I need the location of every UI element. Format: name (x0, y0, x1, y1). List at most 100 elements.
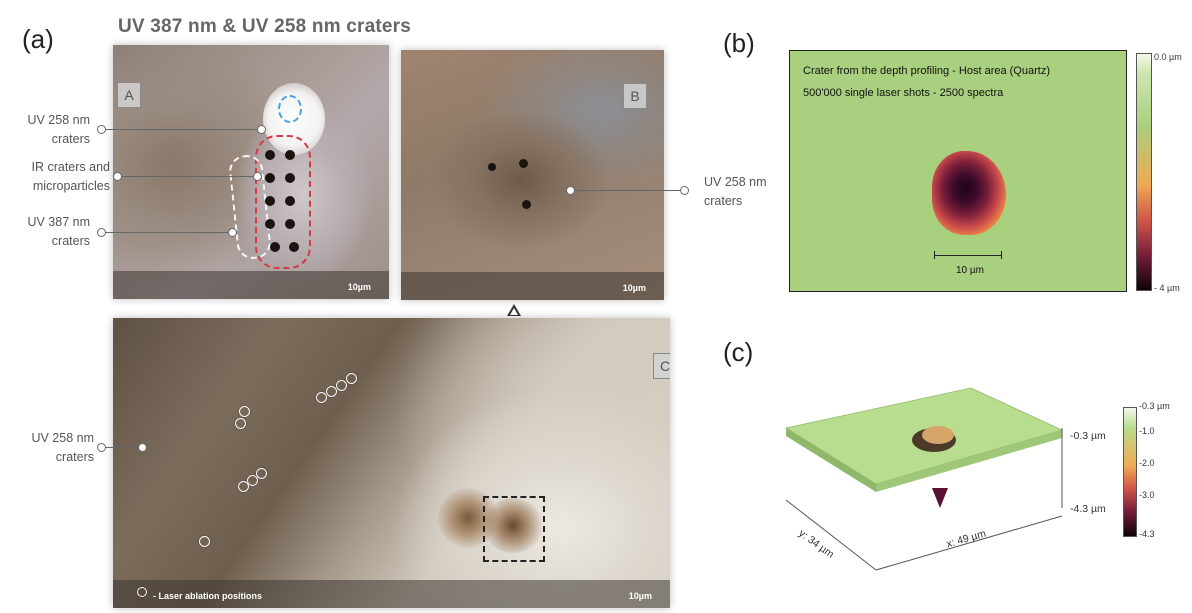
callout-line: microparticles (32, 179, 110, 193)
link-arrow-head-inner (510, 308, 518, 315)
afm-scalebar-tick (934, 251, 935, 259)
callout-dot (97, 228, 106, 237)
inset-a-image: A 10µm (113, 45, 389, 299)
afm-scale-label: 10 µm (956, 265, 984, 276)
surface-crater-spike (932, 488, 948, 508)
colorbar-tick: -4.3 (1139, 529, 1155, 539)
callout-leader (118, 176, 255, 177)
ir-outline (255, 135, 311, 269)
callout-line: craters (704, 194, 743, 208)
crater (285, 150, 295, 160)
inset-a-letter: A (117, 82, 141, 108)
inset-a-scalebar: 10µm (113, 271, 389, 299)
crater (285, 219, 295, 229)
callout-leader (572, 190, 682, 191)
callout-leader (102, 129, 257, 130)
callout-uv258-c: UV 258 nm craters (18, 429, 94, 467)
callout-dot (228, 228, 237, 237)
z-top-label: -0.3 µm (1070, 430, 1106, 442)
crater (265, 173, 275, 183)
afm-crater (932, 151, 1006, 235)
callout-dot (680, 186, 689, 195)
panel-c-letter: (c) (723, 337, 754, 367)
inset-b-letter: B (623, 83, 647, 109)
legend-ring-icon (137, 587, 147, 597)
colorbar-tick: -2.0 (1139, 458, 1155, 468)
colorbar-bottom-label: - 4 µm (1154, 283, 1180, 293)
afm-map: Crater from the depth profiling - Host a… (789, 50, 1127, 292)
inset-c-scale: 10µm (628, 591, 652, 601)
crater (519, 159, 528, 168)
ablation-ring (235, 418, 246, 429)
callout-uv387: UV 387 nm craters (18, 213, 90, 251)
callout-line: craters (51, 132, 90, 146)
afm-3d-surface (784, 387, 1064, 571)
panel-b-letter: (b) (723, 28, 755, 58)
afm-scalebar (934, 255, 1002, 256)
crater (522, 200, 531, 209)
inset-c-legend: - Laser ablation positions (153, 591, 263, 601)
callout-leader (102, 232, 230, 233)
z-bottom-label: -4.3 µm (1070, 503, 1106, 515)
callout-line: UV 258 nm (31, 431, 94, 445)
callout-uv258-a: UV 258 nm craters (18, 111, 90, 149)
crater (488, 163, 496, 171)
crater (265, 150, 275, 160)
ablation-ring (336, 380, 347, 391)
ablation-ring (238, 481, 249, 492)
surface-side-left (786, 428, 876, 492)
inset-b-scale: 10µm (622, 283, 646, 293)
inset-c-scalebar: - Laser ablation positions 10µm (113, 580, 670, 608)
crater (285, 173, 295, 183)
surface-crater-wall (922, 426, 954, 444)
crater-cluster (483, 498, 543, 553)
callout-line: IR craters and (31, 160, 110, 174)
x-axis-line (875, 515, 1063, 571)
callout-dot (97, 443, 106, 452)
ablation-ring (346, 373, 357, 384)
ablation-ring (256, 468, 267, 479)
callout-line: craters (55, 450, 94, 464)
crater (289, 242, 299, 252)
colorbar-tick: -0.3 µm (1139, 401, 1170, 411)
callout-dot (566, 186, 575, 195)
callout-dot (138, 443, 147, 452)
callout-dot (113, 172, 122, 181)
callout-line: UV 258 nm (27, 113, 90, 127)
ablation-ring (239, 406, 250, 417)
afm-line1: Crater from the depth profiling - Host a… (803, 65, 1050, 77)
inset-b-scalebar: 10µm (401, 272, 664, 300)
inset-b-image: B 10µm (401, 50, 664, 300)
crater (285, 196, 295, 206)
crater (265, 196, 275, 206)
colorbar-tick: -3.0 (1139, 490, 1155, 500)
inset-c-image: C - Laser ablation positions 10µm (113, 318, 670, 608)
y-axis-line (785, 499, 877, 571)
afm-scalebar-tick (1001, 251, 1002, 259)
callout-dot (257, 125, 266, 134)
callout-line: UV 387 nm (27, 215, 90, 229)
afm-line2: 500'000 single laser shots - 2500 spectr… (803, 87, 1004, 99)
crater (265, 219, 275, 229)
callout-dot (253, 172, 262, 181)
afm-colorbar (1136, 53, 1152, 291)
inset-a-scale: 10µm (347, 282, 371, 292)
selection-box (483, 496, 545, 562)
callout-uv258-b: UV 258 nm craters (704, 173, 776, 211)
inset-c-letter: C (653, 353, 670, 379)
surface-side-right (876, 430, 1062, 492)
callout-dot (97, 125, 106, 134)
ablation-ring (326, 386, 337, 397)
callout-line: UV 258 nm (704, 175, 767, 189)
surface-colorbar (1123, 407, 1137, 537)
panel-a-title: UV 387 nm & UV 258 nm craters (118, 16, 412, 37)
uv258-outline (278, 95, 302, 123)
ablation-ring (247, 475, 258, 486)
ablation-ring (316, 392, 327, 403)
crater (270, 242, 280, 252)
panel-a-letter: (a) (22, 24, 54, 54)
callout-leader (102, 447, 140, 448)
colorbar-top-label: 0.0 µm (1154, 52, 1182, 62)
callout-ir: IR craters and microparticles (4, 158, 110, 196)
ablation-ring (199, 536, 210, 547)
